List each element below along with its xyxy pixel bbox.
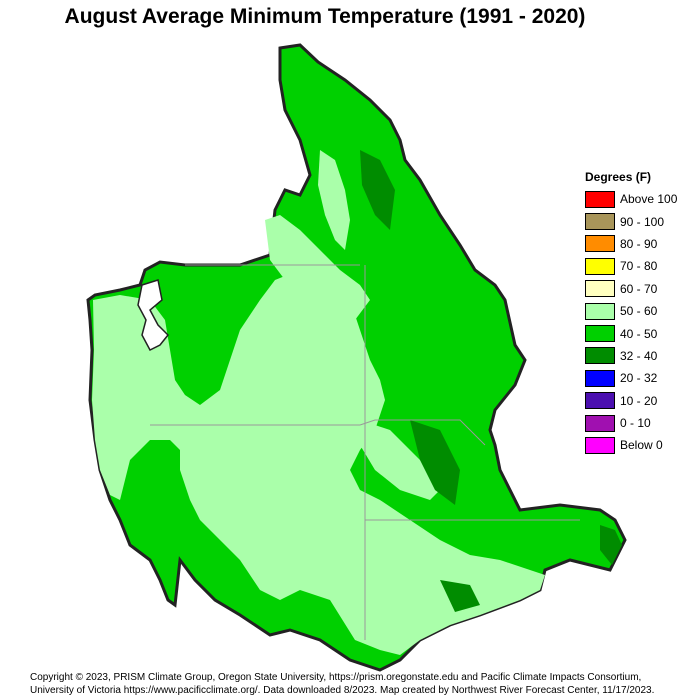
legend-item: 32 - 40: [585, 345, 695, 367]
map-legend: Degrees (F) Above 100 90 - 100 80 - 90 70 -…: [585, 170, 695, 457]
legend-swatch: [585, 369, 615, 387]
legend-items: Above 100 90 - 100 80 - 90 70 - 80 60 - 70 50…: [585, 188, 695, 457]
legend-item: 40 - 50: [585, 322, 695, 344]
map-title: August Average Minimum Temperature (1991…: [64, 5, 586, 28]
credits-line-1: Copyright © 2023, PRISM Climate Group, O…: [30, 672, 642, 683]
legend-label: Below 0: [620, 438, 663, 453]
legend-item: 10 - 20: [585, 390, 695, 412]
legend-item: 50 - 60: [585, 300, 695, 322]
legend-swatch: [585, 257, 615, 275]
legend-label: 20 - 32: [620, 371, 658, 386]
legend-label: Above 100: [620, 192, 678, 207]
legend-item: 20 - 32: [585, 367, 695, 389]
cool-southeast-region: [600, 525, 622, 565]
inlet-water: [137, 279, 170, 351]
legend-label: 70 - 80: [620, 259, 658, 274]
legend-item: Below 0: [585, 434, 695, 456]
legend-swatch: [585, 414, 615, 432]
legend-label: 80 - 90: [620, 236, 658, 251]
legend-swatch: [585, 235, 615, 253]
legend-item: 0 - 10: [585, 412, 695, 434]
map-credits: Copyright © 2023, PRISM Climate Group, O…: [30, 672, 690, 697]
legend-label: 10 - 20: [620, 393, 658, 408]
cool-north-region: [360, 150, 395, 230]
legend-swatch: [585, 213, 615, 231]
cool-south-region: [440, 580, 480, 612]
legend-label: 40 - 50: [620, 326, 658, 341]
legend-label: 60 - 70: [620, 281, 658, 296]
legend-swatch: [585, 190, 615, 208]
legend-swatch: [585, 392, 615, 410]
valley-region: [92, 270, 545, 655]
legend-item: 90 - 100: [585, 210, 695, 232]
legend-item: 60 - 70: [585, 278, 695, 300]
legend-title: Degrees (F): [585, 170, 652, 184]
legend-swatch: [585, 280, 615, 298]
legend-label: 0 - 10: [620, 416, 651, 431]
southern-valley-region: [360, 420, 445, 500]
cool-east-region: [410, 420, 460, 505]
legend-swatch: [585, 302, 615, 320]
legend-label: 90 - 100: [620, 214, 665, 229]
legend-swatch: [585, 325, 615, 343]
legend-item: 80 - 90: [585, 233, 695, 255]
legend-label: 50 - 60: [620, 304, 658, 319]
credits-line-2: University of Victoria https://www.pacif…: [30, 684, 655, 696]
plateau-region: [265, 215, 370, 330]
river-valley-region: [318, 150, 350, 250]
legend-swatch: [585, 436, 615, 454]
legend-label: 32 - 40: [620, 348, 658, 363]
legend-item: 70 - 80: [585, 255, 695, 277]
legend-swatch: [585, 347, 615, 365]
border-lines: [150, 264, 580, 640]
legend-item: Above 100: [585, 188, 695, 210]
